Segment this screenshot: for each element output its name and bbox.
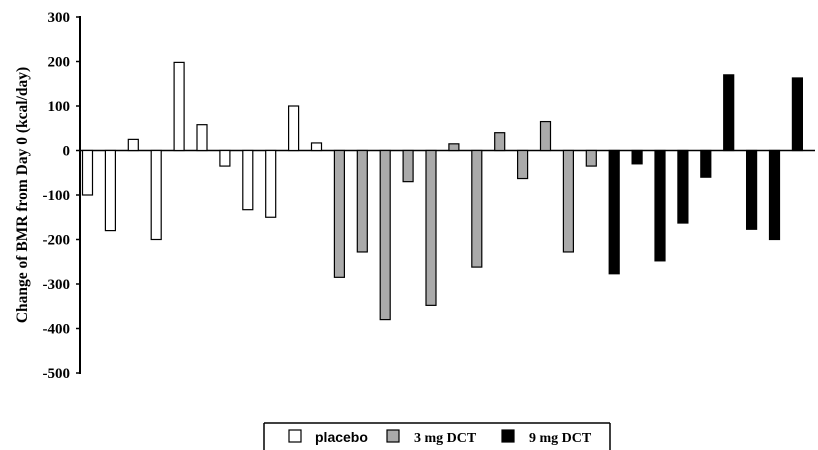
- legend-label-9mg: 9 mg DCT: [529, 431, 592, 446]
- legend-swatch-3mg: [386, 429, 400, 443]
- legend-label-placebo: placebo: [315, 429, 368, 445]
- legend-label-3mg: 3 mg DCT: [414, 431, 477, 446]
- bar-series-2: [333, 149, 345, 278]
- bar-series-1: [310, 142, 323, 152]
- y-tick-label: -100: [43, 188, 71, 204]
- bar-series-2: [585, 149, 597, 167]
- bar-series-1: [173, 61, 185, 152]
- bars: [81, 61, 804, 321]
- y-tick-label: 100: [48, 99, 71, 115]
- bar-series-3: [791, 77, 804, 152]
- bar-series-1: [242, 149, 254, 211]
- bar-series-3: [631, 149, 643, 165]
- bar-series-2: [448, 143, 460, 152]
- legend-swatch-placebo: [288, 429, 302, 443]
- y-axis-label: Change of BMR from Day 0 (kcal/day): [14, 67, 31, 323]
- bar-series-3: [677, 149, 689, 224]
- bar-series-2: [471, 149, 483, 268]
- bar-series-1: [219, 149, 231, 167]
- y-tick-label: -500: [43, 366, 71, 382]
- bar-series-1: [104, 149, 117, 232]
- bar-series-3: [745, 149, 758, 230]
- bar-series-3: [608, 149, 620, 275]
- y-axis-ticks: 300 200 100 0 -100 -200 -300 -400 -500: [43, 10, 80, 382]
- bar-series-2: [356, 149, 368, 253]
- bar-series-2: [562, 149, 575, 253]
- bar-series-2: [539, 120, 552, 152]
- y-tick-label: -200: [43, 233, 71, 249]
- y-tick-label: -400: [43, 322, 71, 338]
- y-tick-label: -300: [43, 277, 71, 293]
- legend: placebo 3 mg DCT 9 mg DCT: [263, 422, 611, 450]
- bar-series-1: [81, 149, 94, 196]
- y-tick-label: 200: [48, 55, 71, 71]
- bar-series-1: [150, 149, 162, 241]
- bar-series-2: [402, 149, 414, 183]
- legend-swatch-9mg: [501, 429, 515, 443]
- bar-series-2: [379, 149, 391, 321]
- bar-series-2: [425, 149, 437, 306]
- bar-series-2: [494, 132, 506, 152]
- bar-series-3: [700, 149, 712, 178]
- bar-series-1: [288, 105, 300, 152]
- bar-series-3: [654, 149, 666, 262]
- bar-series-1: [196, 124, 208, 152]
- bar-series-2: [516, 149, 529, 180]
- bar-series-3: [768, 149, 781, 241]
- y-tick-label: 300: [48, 10, 71, 26]
- bar-series-3: [723, 74, 735, 152]
- bar-series-1: [127, 138, 139, 152]
- y-tick-label: 0: [63, 144, 71, 160]
- bar-series-1: [265, 149, 277, 218]
